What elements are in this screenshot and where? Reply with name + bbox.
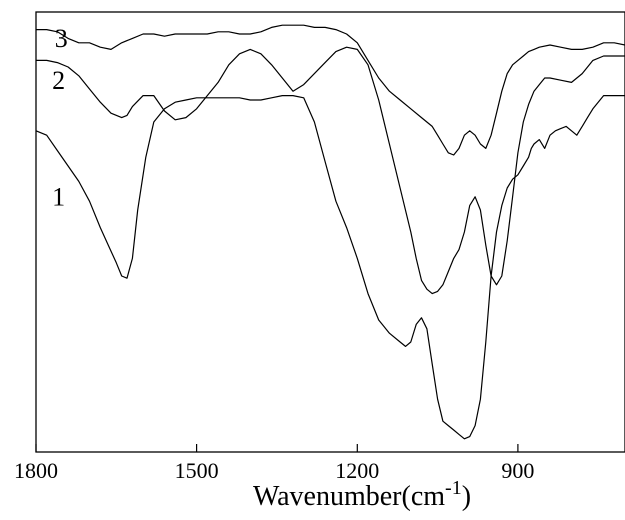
series-line-2 bbox=[36, 46, 625, 295]
series-line-1 bbox=[35, 95, 625, 440]
series-layer bbox=[35, 24, 625, 440]
x-axis-title-close: ) bbox=[462, 481, 471, 512]
x-tick-layer: 1800 1500 1200 900 bbox=[14, 444, 534, 483]
plot-frame bbox=[35, 11, 625, 453]
curve-label-1: 1 bbox=[52, 183, 65, 212]
x-axis-title-superscript: -1 bbox=[445, 477, 462, 499]
x-tick-label: 1200 bbox=[335, 458, 379, 483]
curve-label-layer: 1 2 3 bbox=[52, 24, 68, 211]
curve-label-3: 3 bbox=[55, 24, 68, 53]
x-tick-label: 1500 bbox=[175, 458, 219, 483]
x-axis-title: Wavenumber(cm-1) bbox=[253, 477, 471, 512]
curve-label-2: 2 bbox=[52, 66, 65, 95]
series-line-3 bbox=[36, 24, 625, 156]
x-tick-label: 1800 bbox=[14, 458, 58, 483]
x-tick-label: 900 bbox=[501, 458, 534, 483]
x-axis-title-main: Wavenumber(cm bbox=[253, 481, 445, 512]
